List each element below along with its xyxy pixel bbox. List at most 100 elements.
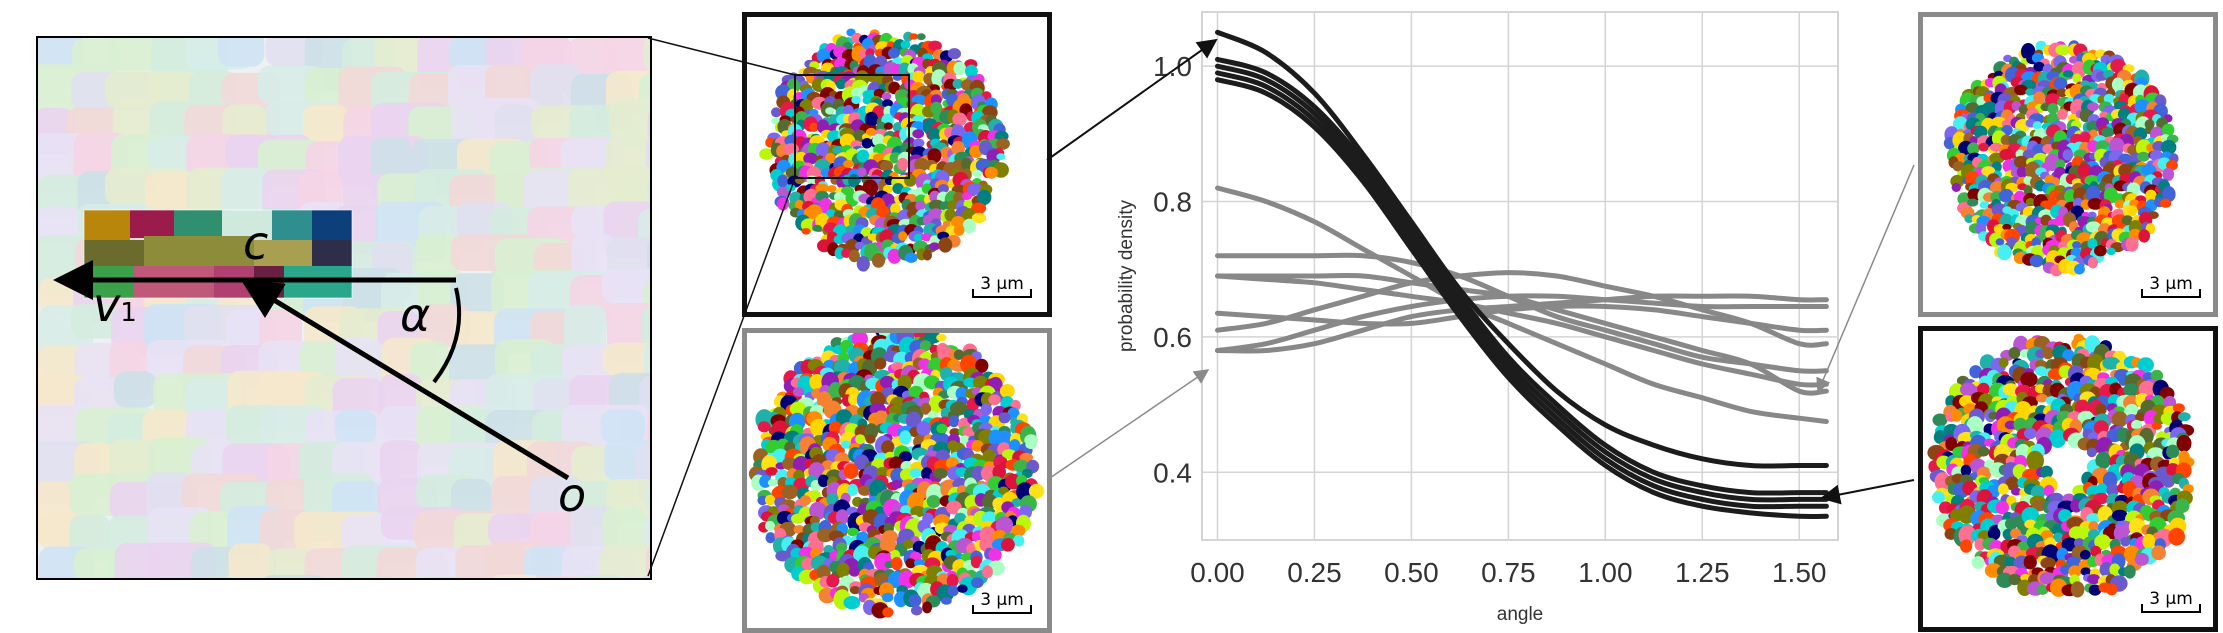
grain	[836, 562, 850, 579]
grain	[1951, 183, 1961, 192]
grain	[2120, 537, 2131, 547]
grain	[2013, 417, 2028, 432]
grain	[757, 421, 771, 433]
grain	[826, 209, 836, 219]
grain	[955, 387, 968, 401]
grain	[892, 74, 903, 81]
grain	[1987, 526, 2001, 541]
light-series-line-6	[1215, 293, 1829, 353]
highlighted-grain	[312, 240, 352, 266]
pastel-grain	[334, 410, 377, 445]
x-axis-label: angle	[1497, 604, 1544, 625]
grain	[948, 415, 960, 428]
grain	[2175, 498, 2190, 513]
grain	[2106, 247, 2116, 256]
grain	[915, 200, 926, 212]
grain	[971, 212, 987, 224]
grain	[2069, 56, 2079, 64]
grain	[2123, 383, 2140, 397]
grain	[800, 495, 811, 506]
grain	[2016, 166, 2028, 178]
grain	[938, 237, 953, 253]
grain	[777, 197, 789, 211]
grain	[2044, 153, 2060, 171]
grain	[909, 33, 919, 40]
pastel-grain	[380, 440, 422, 487]
grain	[2099, 562, 2114, 578]
grain	[936, 423, 948, 434]
grain	[2010, 528, 2022, 539]
pastel-grain	[647, 112, 650, 140]
pastel-grain	[450, 273, 505, 314]
grain	[767, 478, 778, 487]
grain	[2161, 139, 2177, 155]
pastel-grain	[603, 342, 650, 376]
grain	[911, 605, 923, 616]
grain	[2062, 149, 2074, 161]
grain	[912, 70, 925, 83]
x-tick-label: 0.75	[1481, 557, 1536, 588]
grain	[775, 84, 791, 101]
grain	[871, 253, 886, 268]
grain	[938, 184, 949, 194]
x-tick-label: 0.25	[1287, 557, 1342, 588]
grain	[984, 166, 998, 179]
grain	[2096, 483, 2108, 496]
grain	[957, 584, 968, 593]
grain	[826, 574, 840, 588]
grain	[928, 40, 942, 51]
grain	[2062, 493, 2075, 503]
grain	[786, 184, 796, 192]
grain	[855, 434, 866, 445]
pastel-grain	[530, 64, 582, 111]
grain	[1999, 188, 2014, 203]
grain	[922, 601, 933, 614]
grain	[2008, 573, 2022, 586]
grain	[1997, 244, 2012, 261]
grain	[2031, 499, 2047, 512]
grain	[899, 451, 913, 463]
scale-label: 3 µm	[980, 274, 1024, 294]
grain	[2168, 527, 2185, 546]
grain	[2029, 254, 2044, 268]
grain	[809, 374, 825, 391]
grain	[2085, 221, 2102, 233]
grain	[851, 95, 861, 105]
grain	[857, 167, 867, 177]
grain	[2159, 198, 2172, 208]
grain	[843, 596, 861, 610]
x-tick-label: 0.00	[1190, 557, 1245, 588]
grain	[2011, 101, 2022, 111]
grain	[801, 228, 811, 235]
grain	[826, 185, 837, 193]
grain	[848, 249, 860, 263]
grain	[840, 440, 852, 449]
highlighted-grain	[254, 240, 312, 266]
grain	[771, 107, 782, 118]
x-tick-label: 1.00	[1578, 557, 1633, 588]
scale-label: 3 µm	[2149, 589, 2193, 609]
pastel-grain	[114, 371, 157, 408]
y-tick-label: 0.8	[1153, 187, 1192, 218]
grain	[979, 415, 992, 425]
pastel-grain	[71, 304, 122, 339]
grain	[952, 112, 967, 127]
grain	[2106, 483, 2119, 498]
label-v-subscript: 1	[120, 298, 137, 328]
grain	[972, 169, 983, 178]
grain	[903, 539, 914, 549]
grain	[920, 233, 933, 242]
y-tick-label: 0.6	[1153, 322, 1192, 353]
grain	[986, 149, 1002, 163]
thumbnail-top-right: 3 µm	[1918, 12, 2218, 317]
grain	[904, 174, 917, 187]
grain	[2103, 93, 2115, 104]
pastel-grain	[228, 543, 273, 578]
grain	[2087, 238, 2098, 250]
grain	[1967, 198, 1979, 207]
grain	[963, 199, 973, 209]
grain	[1977, 446, 1990, 457]
grain	[2141, 164, 2157, 176]
grain	[881, 440, 895, 455]
grain	[2072, 73, 2082, 83]
